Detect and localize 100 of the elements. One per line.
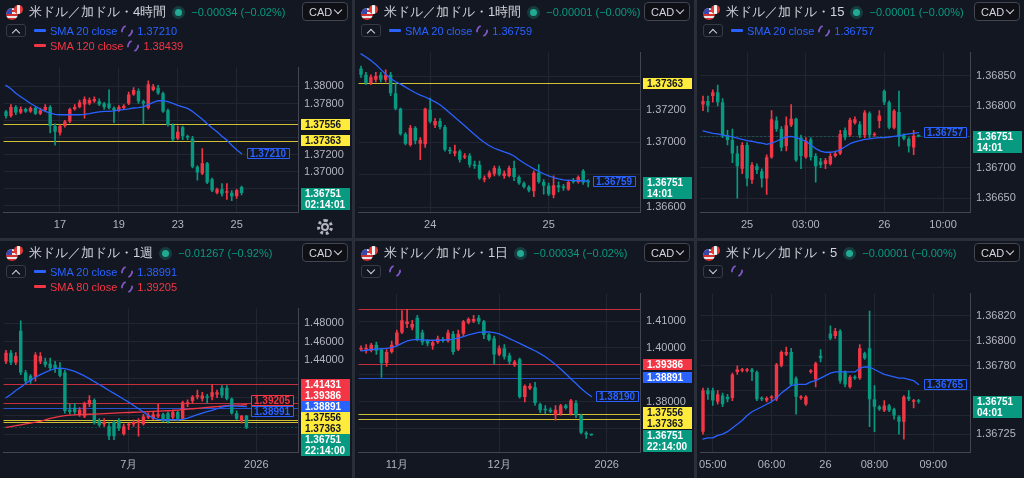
ref-line-label: 1.38891 (647, 371, 684, 383)
chart-title: 米ドル／加ドル・1時間 (384, 3, 522, 21)
chart-subtitle: −0.00001 (−0.00%) (546, 6, 641, 18)
y-tick-label: 1.36700 (976, 160, 1016, 173)
y-tick-label: 1.36800 (976, 99, 1016, 112)
y-tick-label: 1.37200 (646, 102, 686, 115)
y-tick-label: 1.36725 (976, 427, 1016, 440)
chart-title: 米ドル／加ドル・4時間 (29, 3, 167, 21)
data-label: 1.39205 (254, 394, 291, 406)
chart-title: 米ドル／加ドル・1日 (384, 244, 509, 262)
y-tick-label: 1.36820 (976, 309, 1016, 322)
y-axis-title: CAD (309, 5, 333, 18)
y-tick-label: 1.36850 (976, 68, 1016, 81)
x-tick-label: 17 (53, 218, 67, 231)
y-tick-label: 1.48000 (304, 316, 344, 329)
x-tick-label: 26 (819, 458, 832, 471)
ref-line-label: 1.39386 (647, 358, 684, 370)
x-tick-label: 05:00 (699, 458, 727, 471)
y-tick-label: 1.40000 (646, 340, 686, 353)
chart-subtitle: −0.00034 (−0.02%) (533, 247, 628, 259)
x-tick-label: 25 (230, 218, 243, 231)
text: 1.36751 (977, 130, 1014, 142)
y-tick-label: 1.46000 (304, 334, 344, 347)
x-tick-label: 23 (171, 218, 184, 231)
currency-dropdown: CAD (302, 243, 348, 262)
x-tick-label: 12月 (487, 458, 511, 471)
ref-line-label: 1.37363 (305, 134, 342, 146)
x-tick-label: 19 (112, 218, 125, 231)
data-label: 1.38190 (599, 390, 636, 402)
chart-subtitle: −0.00034 (−0.02%) (191, 6, 286, 18)
chart-title: 米ドル／加ドル・15 (726, 3, 845, 21)
x-tick-label: 06:00 (757, 458, 786, 471)
x-tick-label: 7月 (120, 458, 138, 471)
text: 14:01 (647, 187, 674, 199)
legend-label: SMA 20 close (50, 265, 118, 278)
y-axis-title: CAD (309, 246, 333, 259)
y-tick-label: 1.37800 (304, 96, 344, 109)
currency-dropdown: CAD (974, 2, 1020, 21)
ref-line-label: 1.37363 (647, 77, 684, 89)
legend-label: SMA 20 close (747, 24, 815, 37)
ref-line-label: 1.37556 (647, 406, 684, 418)
y-tick-label: 1.38000 (304, 79, 344, 92)
x-tick-label: 24 (424, 218, 437, 231)
text: 1.36759 (492, 24, 533, 37)
ref-line-label: 1.41431 (305, 378, 342, 390)
ref-line-label: 1.37363 (305, 422, 342, 434)
ref-line-label: 1.37363 (647, 417, 684, 429)
text: 1.37210 (137, 24, 178, 37)
text: 1.38991 (137, 265, 178, 278)
y-tick-label: 1.37200 (304, 147, 344, 160)
data-label: 1.36757 (927, 126, 964, 138)
text: 1.36751 (977, 395, 1014, 407)
chart-subtitle: −0.00001 (−0.00%) (862, 247, 957, 259)
x-tick-label: 08:00 (860, 458, 889, 471)
currency-dropdown: CAD (644, 2, 690, 21)
y-tick-label: 1.37000 (304, 164, 344, 177)
y-tick-label: 1.37000 (646, 135, 686, 148)
chart-subtitle: −0.01267 (−0.92%) (178, 247, 273, 259)
legend-label: SMA 120 close (50, 39, 124, 52)
y-axis-title: CAD (981, 5, 1005, 18)
y-tick-label: 1.36600 (646, 200, 686, 213)
text: 14:01 (977, 141, 1004, 153)
y-tick-label: 1.36800 (976, 333, 1016, 346)
x-tick-label: 2026 (594, 458, 619, 471)
y-tick-label: 1.41000 (646, 314, 686, 327)
x-tick-label: 26 (878, 218, 891, 231)
y-axis-title: CAD (981, 246, 1005, 259)
ref-line-label: 1.39386 (305, 389, 342, 401)
x-tick-label: 25 (740, 218, 754, 231)
ref-line-label: 1.38891 (305, 400, 342, 412)
x-tick-label: 25 (542, 218, 555, 231)
data-label: 1.37210 (250, 147, 287, 159)
chart-subtitle: −0.00001 (−0.00%) (869, 6, 964, 18)
y-tick-label: 1.44000 (304, 353, 344, 366)
text: 02:14:01 (305, 198, 346, 210)
y-tick-label: 1.38000 (646, 394, 686, 407)
text: 1.36751 (305, 187, 342, 199)
legend-label: SMA 20 close (405, 24, 473, 37)
data-label: 1.36765 (927, 378, 964, 390)
y-axis-title: CAD (651, 246, 675, 259)
data-label: 1.36759 (596, 175, 633, 187)
x-tick-label: 10:00 (929, 218, 957, 231)
chart-title: 米ドル／加ドル・5 (726, 244, 838, 262)
currency-dropdown: CAD (974, 243, 1020, 262)
y-axis-title: CAD (651, 5, 675, 18)
text: 1.36751 (305, 433, 342, 445)
text: 1.36751 (647, 176, 684, 188)
legend-label: SMA 80 close (50, 280, 118, 293)
text: 22:14:00 (647, 440, 688, 452)
chart-title: 米ドル／加ドル・1週 (29, 244, 154, 262)
x-tick-label: 2026 (244, 458, 269, 471)
legend-label: SMA 20 close (50, 24, 118, 37)
text: 1.38439 (143, 39, 184, 52)
currency-dropdown: CAD (302, 2, 348, 21)
x-tick-label: 03:00 (792, 218, 820, 231)
text: 04:01 (977, 406, 1004, 418)
text: 22:14:00 (305, 444, 346, 456)
x-tick-label: 11月 (385, 458, 409, 471)
text: 1.36751 (647, 429, 684, 441)
ref-line-label: 1.37556 (305, 411, 342, 423)
